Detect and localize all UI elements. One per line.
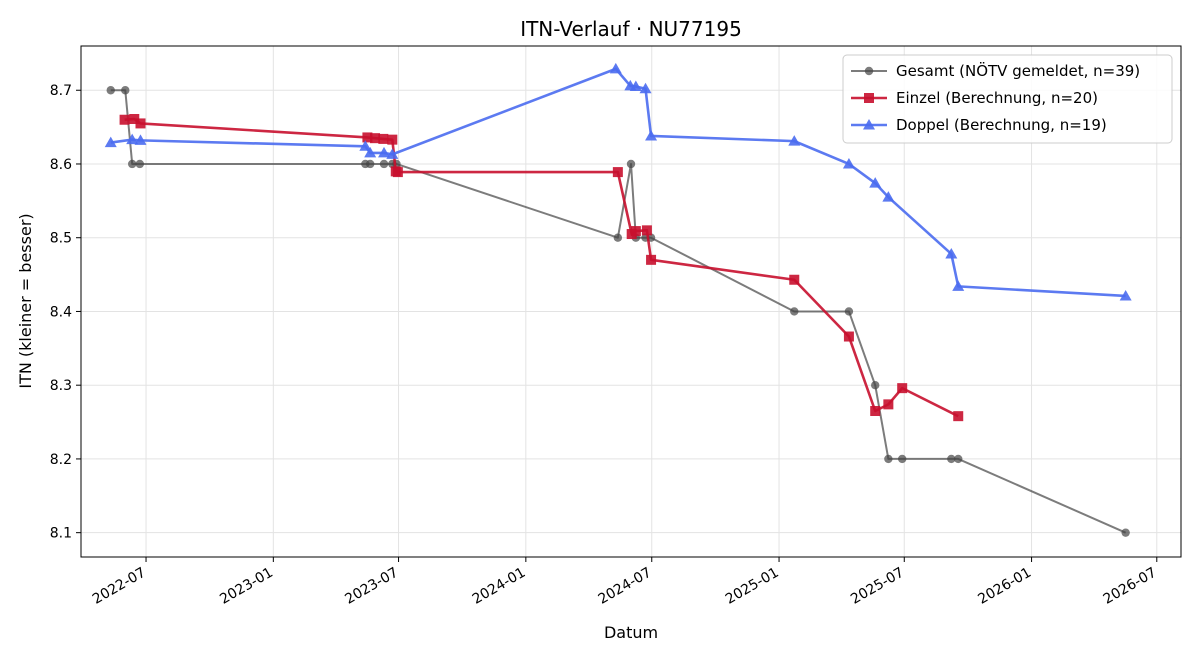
data-point	[645, 129, 658, 141]
series-square	[119, 114, 964, 422]
chart-title: ITN-Verlauf · NU77195	[520, 17, 742, 41]
y-axis: 8.1 8.2 8.3 8.4 8.5 8.6 8.7	[50, 83, 81, 542]
data-point	[370, 133, 381, 144]
data-point	[135, 159, 145, 169]
series-triangle	[104, 62, 1132, 301]
data-point	[882, 191, 895, 202]
data-point	[953, 411, 964, 422]
data-point	[952, 280, 965, 291]
data-point	[106, 86, 115, 95]
data-point	[954, 454, 963, 464]
data-point	[639, 82, 652, 94]
data-point	[365, 159, 375, 169]
data-point	[869, 177, 882, 188]
x-tick-label: 2023-01	[217, 565, 276, 608]
x-tick-label: 2026-01	[975, 565, 1034, 608]
data-point	[612, 167, 623, 178]
legend-label: Doppel (Berechnung, n=19)	[896, 116, 1107, 134]
data-point	[790, 307, 799, 316]
x-axis: 2022-07 2023-01 2023-07 2024-01 2024-07 2025-…	[90, 557, 1159, 608]
y-tick-label: 8.7	[50, 83, 72, 99]
data-point	[378, 146, 391, 158]
x-tick-label: 2023-07	[342, 565, 401, 608]
x-axis-label: Datum	[604, 623, 658, 642]
data-point	[386, 148, 399, 159]
data-point	[646, 254, 657, 265]
legend-label: Gesamt (NÖTV gemeldet, n=39)	[896, 61, 1140, 80]
legend-label: Einzel (Berechnung, n=20)	[896, 89, 1098, 107]
data-point	[884, 454, 893, 464]
data-point	[871, 380, 880, 390]
y-axis-label: ITN (kleiner = besser)	[16, 213, 35, 388]
data-point	[379, 159, 389, 169]
plot-area-frame	[80, 45, 1182, 558]
legend-box	[842, 54, 1173, 144]
x-tick-label: 2025-01	[723, 565, 782, 608]
data-point	[629, 80, 642, 92]
x-tick-label: 2024-07	[596, 565, 655, 608]
data-point	[897, 383, 908, 394]
y-tick-label: 8.6	[50, 157, 72, 173]
series-layer	[104, 62, 1132, 537]
data-point	[392, 167, 403, 178]
legend-marker	[863, 119, 875, 130]
data-point	[788, 135, 801, 146]
data-point	[129, 114, 140, 124]
data-point	[378, 133, 389, 144]
data-point	[842, 157, 855, 169]
x-tick-label: 2026-07	[1101, 565, 1160, 608]
data-point	[843, 331, 854, 342]
data-point	[609, 62, 622, 74]
legend: Gesamt (NÖTV gemeldet, n=39) Einzel (Bere…	[842, 54, 1173, 144]
data-point	[883, 399, 894, 410]
y-tick-label: 8.2	[50, 452, 72, 468]
y-tick-label: 8.1	[50, 526, 72, 542]
data-point	[127, 159, 137, 169]
data-point	[870, 406, 881, 416]
data-point	[126, 133, 139, 145]
data-point	[104, 136, 117, 148]
x-tick-label: 2025-07	[848, 565, 907, 608]
y-tick-label: 8.3	[50, 378, 72, 394]
data-point	[364, 146, 377, 158]
data-point	[844, 307, 854, 316]
data-point	[359, 140, 372, 151]
y-tick-label: 8.4	[50, 304, 72, 320]
legend-marker	[864, 66, 874, 76]
series-line	[110, 89, 1127, 534]
x-tick-label: 2022-07	[90, 565, 149, 608]
data-point	[121, 86, 130, 95]
data-point	[387, 134, 398, 145]
data-point	[134, 134, 147, 145]
data-point	[1119, 289, 1132, 301]
data-point	[1121, 528, 1130, 537]
data-point	[626, 159, 636, 169]
data-point	[135, 118, 146, 129]
data-point	[119, 114, 130, 125]
data-point	[630, 226, 641, 237]
x-tick-label: 2024-01	[470, 565, 529, 608]
legend-marker	[864, 93, 874, 103]
data-point	[613, 233, 623, 242]
data-point	[789, 274, 800, 285]
data-point	[945, 247, 958, 259]
y-tick-label: 8.5	[50, 231, 72, 247]
data-point	[641, 225, 652, 236]
data-point	[897, 454, 907, 464]
data-point	[947, 454, 956, 464]
data-point	[362, 132, 373, 143]
